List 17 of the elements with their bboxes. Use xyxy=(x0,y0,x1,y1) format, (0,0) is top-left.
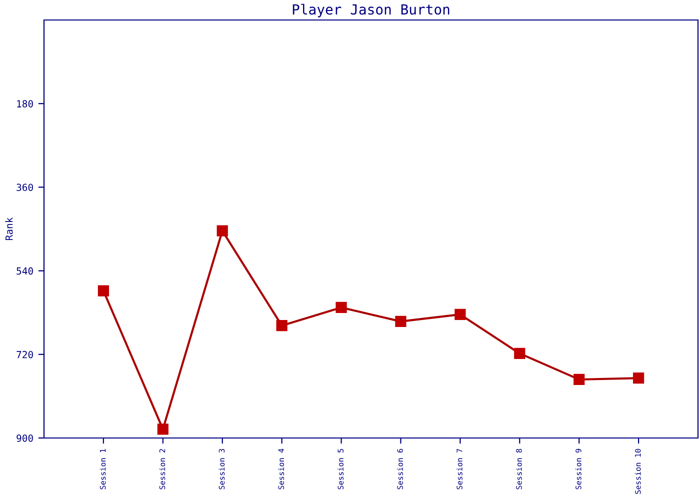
point xyxy=(276,320,288,332)
point xyxy=(514,348,526,360)
chart-title: Player Jason Burton xyxy=(292,4,450,18)
y-axis-title: Rank xyxy=(5,217,13,240)
y-tick-label: 720 xyxy=(16,350,33,358)
point xyxy=(454,308,466,320)
point xyxy=(395,316,406,327)
y-tick-label: 180 xyxy=(17,100,33,108)
y-tick-label: 360 xyxy=(16,184,33,192)
point xyxy=(98,285,110,296)
point xyxy=(336,302,347,314)
y-tick-label: 540 xyxy=(16,267,33,275)
point xyxy=(157,424,168,435)
y-tick-label: 900 xyxy=(16,434,33,442)
point xyxy=(574,374,585,386)
point xyxy=(216,225,228,236)
point xyxy=(632,372,644,384)
